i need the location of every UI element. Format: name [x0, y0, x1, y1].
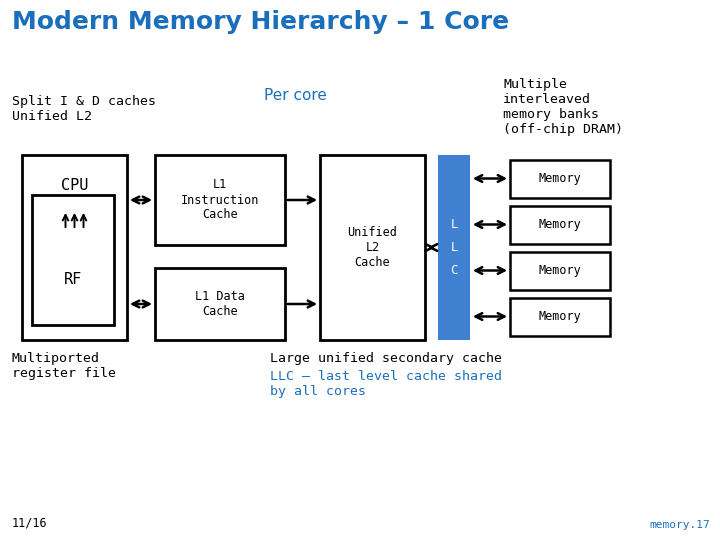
Text: L1
Instruction
Cache: L1 Instruction Cache	[181, 179, 259, 221]
Text: Large unified secondary cache: Large unified secondary cache	[270, 352, 502, 365]
Bar	[22, 155, 127, 340]
Text: Memory: Memory	[539, 172, 581, 185]
Text: LLC – last level cache shared
by all cores: LLC – last level cache shared by all cor…	[270, 370, 502, 398]
Bar	[155, 268, 285, 340]
Text: CPU: CPU	[60, 178, 88, 192]
Text: Per core: Per core	[264, 88, 326, 103]
Bar	[32, 195, 114, 325]
Bar	[510, 206, 610, 244]
Text: Modern Memory Hierarchy – 1 Core: Modern Memory Hierarchy – 1 Core	[12, 10, 509, 34]
Bar	[320, 155, 425, 340]
Bar	[510, 252, 610, 289]
Text: Unified
L2
Cache: Unified L2 Cache	[348, 226, 397, 269]
Text: Multiported
register file: Multiported register file	[12, 352, 116, 380]
Text: L
L
C: L L C	[450, 218, 458, 277]
Text: RF: RF	[64, 273, 82, 287]
Bar	[155, 155, 285, 245]
Text: Memory: Memory	[539, 310, 581, 323]
Bar	[510, 159, 610, 198]
Text: Split I & D caches
Unified L2: Split I & D caches Unified L2	[12, 95, 156, 123]
Text: 11/16: 11/16	[12, 517, 48, 530]
Text: Memory: Memory	[539, 218, 581, 231]
Text: Multiple
interleaved
memory banks
(off-chip DRAM): Multiple interleaved memory banks (off-c…	[503, 78, 623, 136]
Text: L1 Data
Cache: L1 Data Cache	[195, 290, 245, 318]
Bar	[438, 155, 470, 340]
Text: Memory: Memory	[539, 264, 581, 277]
Text: memory.17: memory.17	[649, 520, 710, 530]
Bar	[510, 298, 610, 335]
